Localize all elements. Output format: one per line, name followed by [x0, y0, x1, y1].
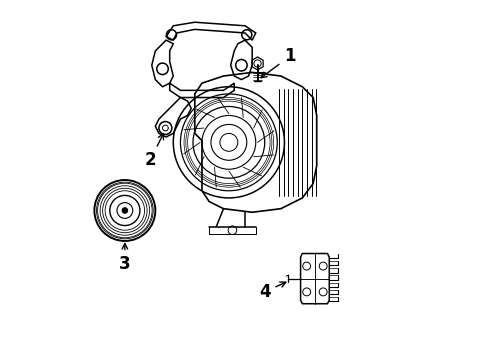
Text: 2: 2 — [144, 134, 164, 169]
Text: 3: 3 — [119, 243, 131, 273]
Circle shape — [122, 208, 128, 213]
Text: 1: 1 — [261, 47, 295, 78]
Text: 4: 4 — [259, 282, 286, 301]
